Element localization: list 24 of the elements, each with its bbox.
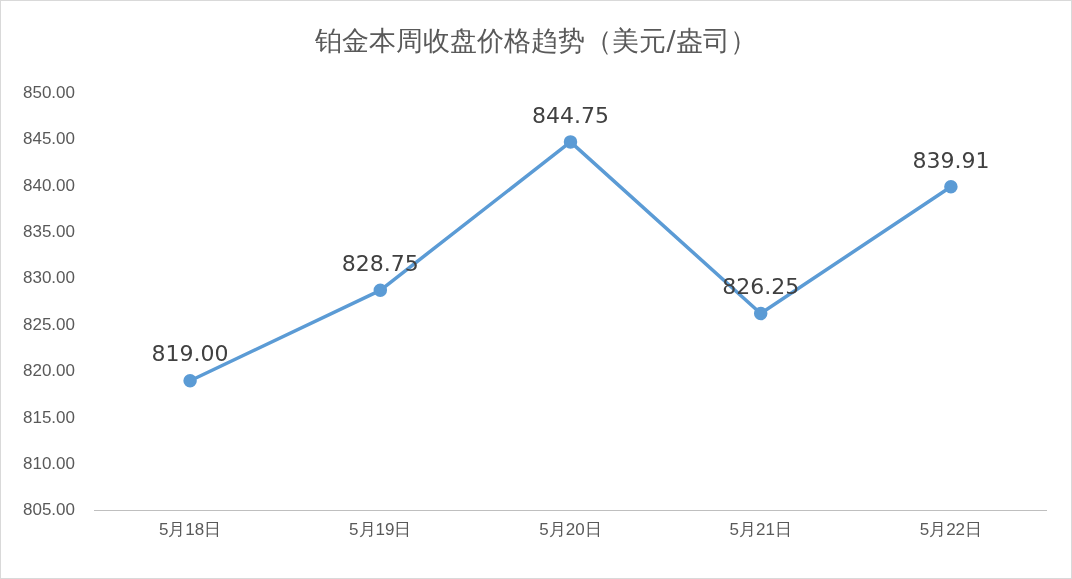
y-tick-label: 825.00: [23, 314, 75, 334]
y-tick-label: 810.00: [23, 453, 75, 473]
y-tick-label: 830.00: [23, 268, 75, 288]
text: 839.91: [912, 147, 990, 173]
x-tick-label: 5月20日: [539, 520, 602, 540]
y-tick-label: 845.00: [23, 129, 75, 149]
point: [373, 283, 388, 298]
point: [944, 180, 958, 194]
x-tick-label: 5月21日: [729, 520, 792, 540]
point: [183, 373, 197, 388]
chart-title: 铂金本周收盘价格趋势（美元/盎司）: [314, 24, 758, 58]
text: 844.75: [532, 102, 609, 128]
text: 819.00: [151, 341, 229, 367]
y-tick-label: 805.00: [23, 500, 75, 520]
y-tick-label: 835.00: [23, 222, 75, 242]
y-tick-label: 820.00: [23, 361, 75, 381]
x-tick-label: 5月22日: [919, 520, 983, 540]
y-tick-label: 840.00: [23, 175, 75, 195]
x-tick-label: 5月19日: [349, 520, 412, 540]
y-tick-label: 815.00: [23, 407, 75, 427]
point: [563, 135, 578, 149]
point: [753, 306, 768, 321]
y-tick-label: 850.00: [23, 82, 75, 102]
x-tick-label: 5月18日: [158, 520, 222, 540]
